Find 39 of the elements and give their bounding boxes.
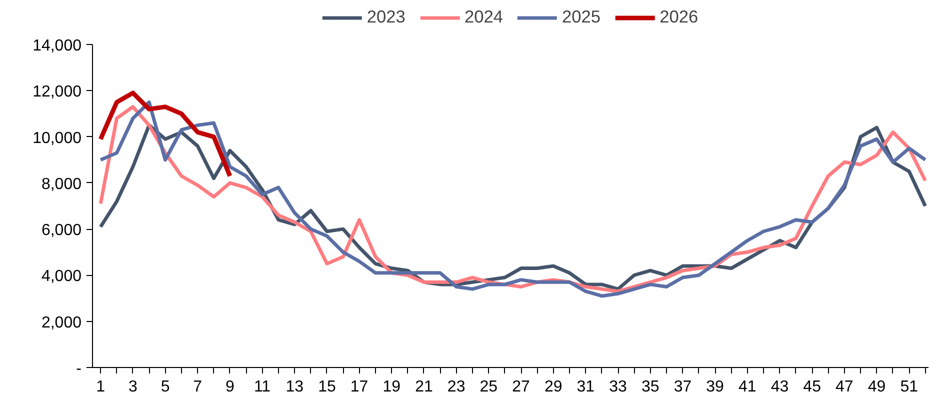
x-tick-label: 33: [609, 378, 628, 396]
x-tick-label: 35: [641, 378, 660, 396]
y-tick-label: 4,000: [41, 268, 82, 286]
y-tick-label: 8,000: [41, 176, 82, 193]
x-tick-label: 23: [447, 378, 466, 396]
x-tick-label: 5: [160, 378, 170, 396]
x-tick-label: 7: [193, 378, 202, 396]
x-tick-label: 45: [803, 378, 822, 396]
x-tick-label: 27: [512, 378, 530, 396]
x-tick-label: 41: [738, 378, 756, 396]
x-tick-label: 17: [350, 378, 368, 396]
x-tick-label: 13: [286, 378, 304, 396]
x-tick-label: 9: [226, 378, 234, 396]
x-tick-label: 51: [900, 378, 918, 396]
x-tick-label: 1: [96, 378, 106, 396]
legend-label: 2024: [464, 6, 503, 28]
x-tick-label: 49: [868, 378, 886, 396]
x-tick-label: 29: [544, 378, 562, 396]
legend-label: 2023: [366, 6, 406, 28]
x-tick-label: 19: [382, 378, 401, 396]
x-tick-label: 47: [836, 378, 854, 396]
x-tick-label: 11: [254, 378, 271, 396]
x-tick-label: 3: [128, 378, 138, 396]
x-tick-label: 25: [480, 378, 498, 396]
legend-label: 2026: [660, 6, 698, 28]
x-tick-label: 21: [415, 378, 433, 396]
line-series: [98, 90, 232, 178]
x-tick-label: 39: [706, 378, 724, 396]
x-tick-label: 37: [674, 378, 692, 396]
x-tick-label: 31: [576, 378, 595, 396]
y-tick-label: 12,000: [32, 84, 82, 101]
y-tick-label: 10,000: [32, 130, 82, 147]
y-tick-label: 6,000: [41, 222, 82, 240]
x-tick-label: 15: [318, 378, 336, 396]
x-tick-label: 43: [770, 378, 789, 396]
y-tick-label: -: [76, 360, 82, 378]
legend-label: 2025: [562, 6, 601, 28]
y-tick-label: 2,000: [41, 314, 82, 332]
y-tick-label: 14,000: [32, 38, 82, 54]
